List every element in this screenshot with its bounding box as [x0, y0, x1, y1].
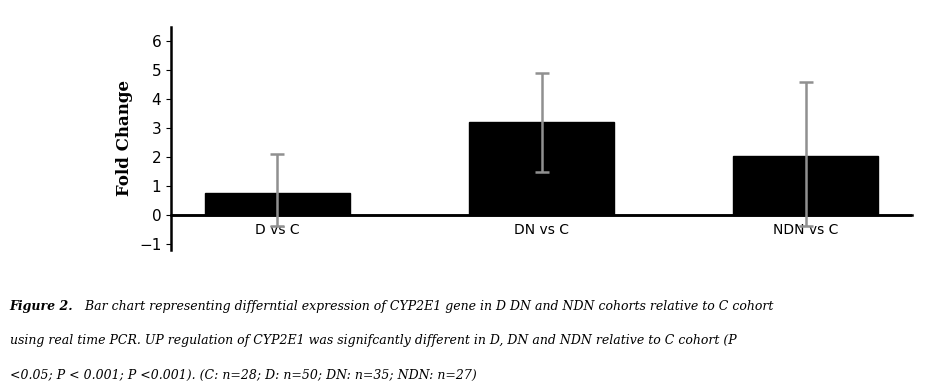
Bar — [469, 122, 614, 215]
Bar — [733, 156, 879, 215]
Text: <0.05; P < 0.001; P <0.001). (C: n=28; D: n=50; DN: n=35; NDN: n=27): <0.05; P < 0.001; P <0.001). (C: n=28; D… — [10, 369, 476, 382]
Text: using real time PCR. UP regulation of CYP2E1 was signifcantly different in D, DN: using real time PCR. UP regulation of CY… — [10, 334, 736, 347]
Bar — [204, 193, 350, 215]
Y-axis label: Fold Change: Fold Change — [116, 80, 133, 196]
Text: Figure 2.: Figure 2. — [10, 300, 73, 313]
Text: Bar chart representing differntial expression of CYP2E1 gene in D DN and NDN coh: Bar chart representing differntial expre… — [81, 300, 773, 313]
